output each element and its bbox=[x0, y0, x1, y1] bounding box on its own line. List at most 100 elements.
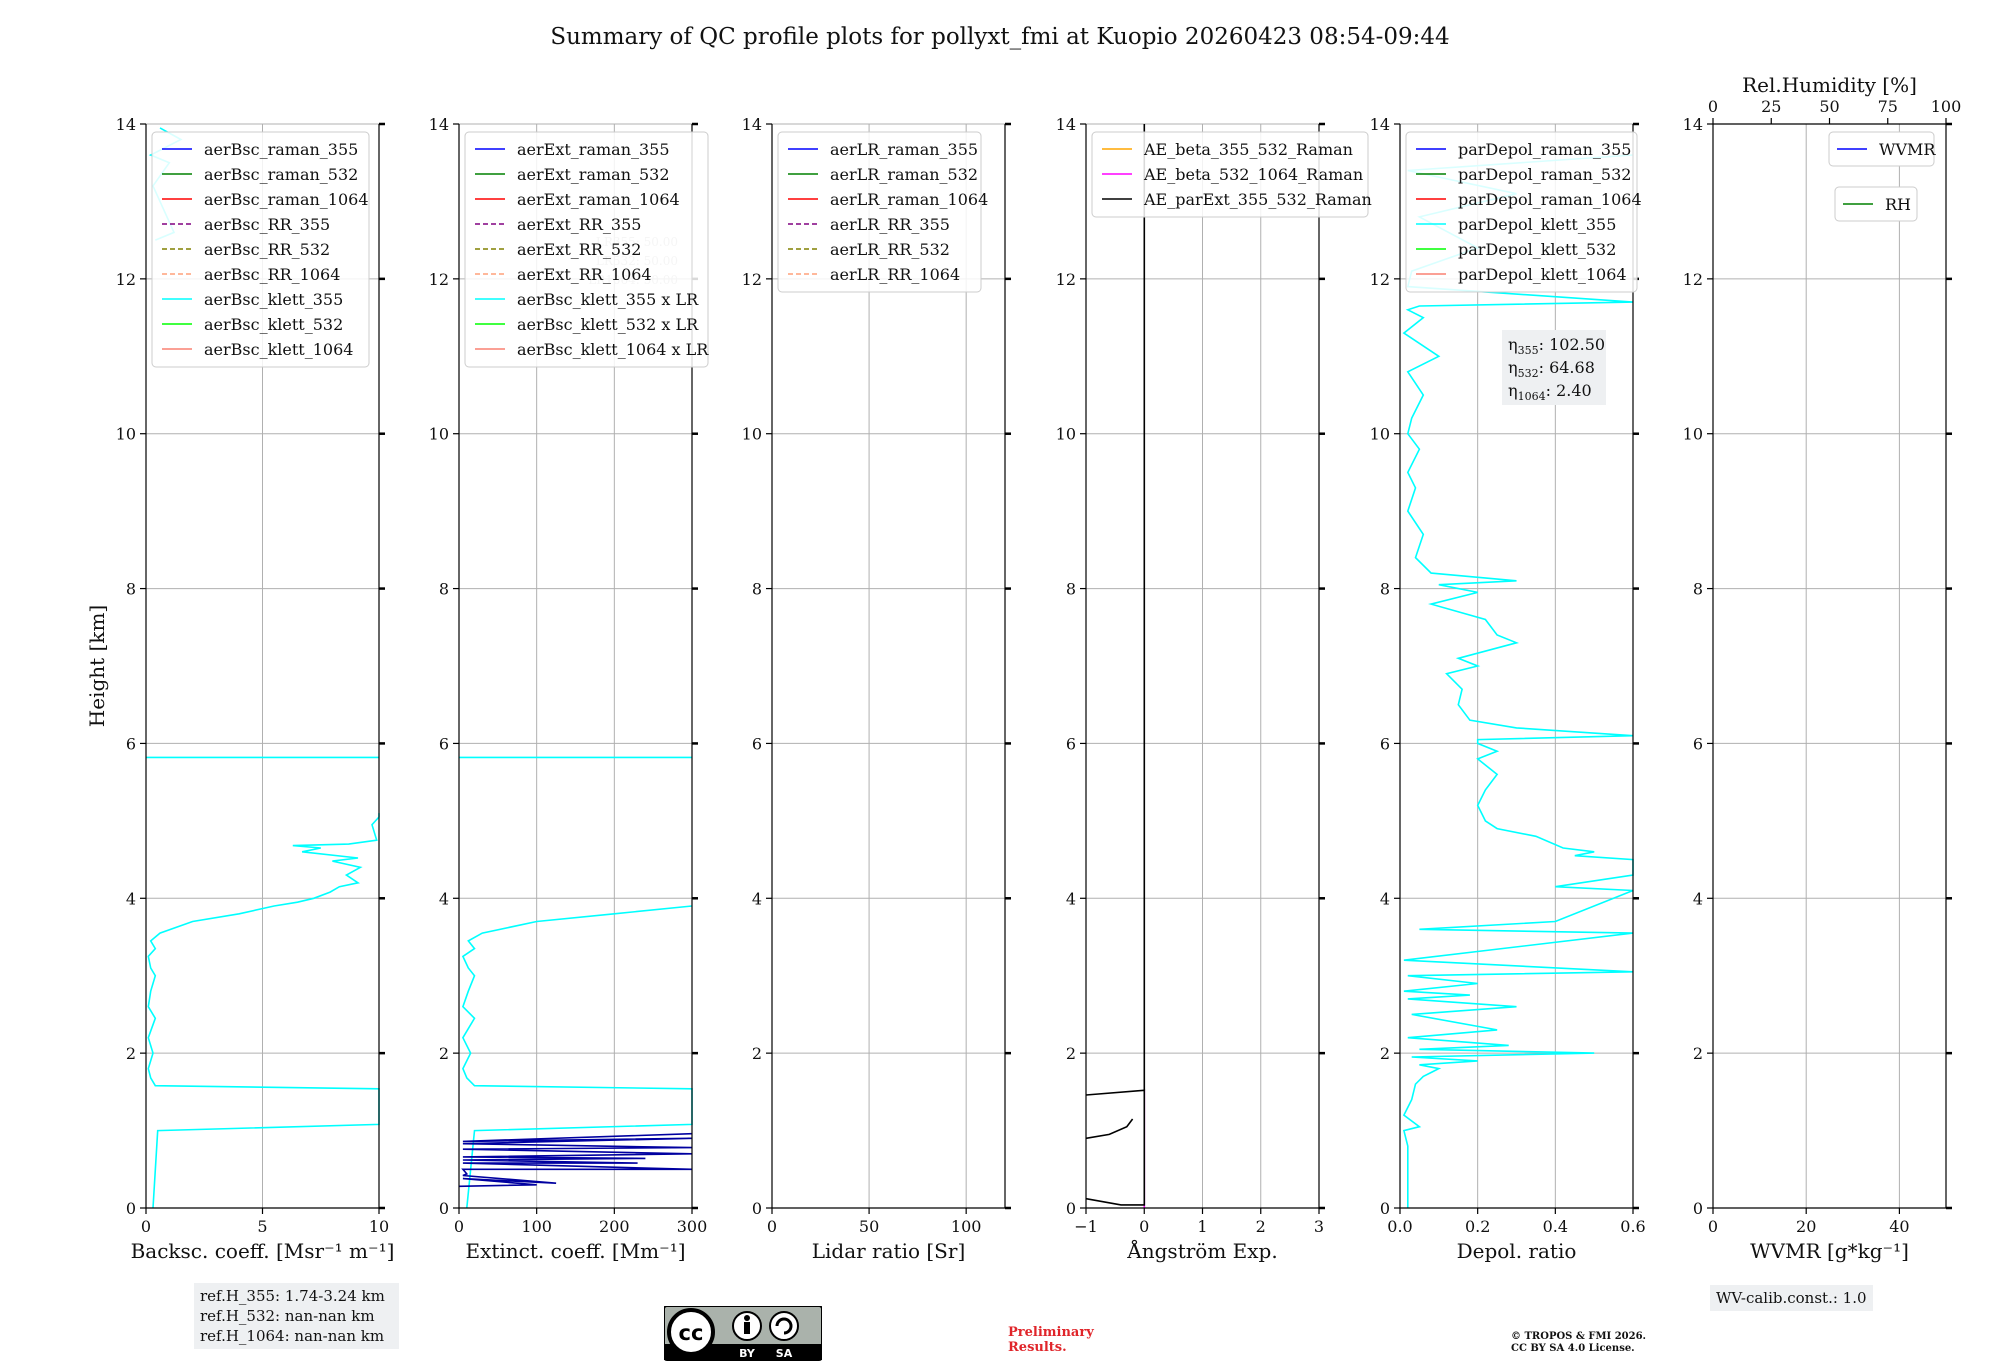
y-tick-label: 6 bbox=[439, 734, 449, 753]
x-tick-label: 10 bbox=[369, 1217, 389, 1236]
legend-entry: parDepol_klett_532 bbox=[1458, 240, 1616, 259]
legend-entry: aerExt_RR_532 bbox=[517, 240, 641, 259]
y-tick-label: 6 bbox=[1066, 734, 1076, 753]
panel-depol: 0 2 4 6 8 10 12 14 0.0 0.2 0.4 0.6 Depol. ratio parDe… bbox=[1370, 115, 1646, 1263]
legend-frame bbox=[1834, 186, 1918, 222]
wv-calibration-box: WV-calib.const.: 1.0 bbox=[1710, 1285, 1873, 1311]
x-tick-label: 20 bbox=[1796, 1217, 1816, 1236]
y-tick-label: 4 bbox=[1693, 889, 1703, 908]
y-tick-label: 0 bbox=[1693, 1199, 1703, 1218]
legend-entry: parDepol_klett_1064 bbox=[1458, 265, 1627, 284]
x-tick-label: 100 bbox=[951, 1217, 982, 1236]
legend-entry: parDepol_klett_355 bbox=[1458, 215, 1616, 234]
y-tick-label: 14 bbox=[1056, 115, 1076, 134]
y-tick-label: 0 bbox=[126, 1199, 136, 1218]
y-tick-label: 6 bbox=[1693, 734, 1703, 753]
legend-entry: aerBsc_klett_532 bbox=[204, 315, 343, 334]
preliminary-results-note: Preliminary Results. bbox=[1008, 1325, 1094, 1355]
top-x-tick-label: 0 bbox=[1708, 97, 1718, 116]
legend-entry: aerBsc_klett_355 bbox=[204, 290, 343, 309]
legend-entry: aerExt_RR_355 bbox=[517, 215, 641, 234]
x-tick-label: 2 bbox=[1256, 1217, 1266, 1236]
series-group bbox=[459, 756, 693, 1208]
ref-height-532: ref.H_532: nan-nan km bbox=[200, 1307, 375, 1325]
legend-entry: aerLR_RR_355 bbox=[830, 215, 950, 234]
cc-sa-label: SA bbox=[776, 1347, 793, 1360]
y-tick-label: 10 bbox=[1683, 425, 1703, 444]
series-group bbox=[1402, 154, 1634, 1208]
legend-entry: aerLR_RR_532 bbox=[830, 240, 950, 259]
svg-text:cc: cc bbox=[679, 1321, 704, 1345]
y-tick-label: 10 bbox=[429, 425, 449, 444]
y-tick-label: 12 bbox=[1056, 270, 1076, 289]
x-tick-label: −1 bbox=[1074, 1217, 1098, 1236]
legend-frame bbox=[1091, 131, 1369, 218]
y-tick-label: 12 bbox=[429, 270, 449, 289]
prelim-line-2: Results. bbox=[1008, 1340, 1067, 1355]
x-tick-label: 0.0 bbox=[1387, 1217, 1412, 1236]
legend-frame bbox=[151, 131, 370, 368]
legend: aerBsc_raman_355 aerBsc_raman_532 aerBsc_r… bbox=[151, 131, 370, 368]
y-tick-label: 0 bbox=[1066, 1199, 1076, 1218]
series-pardepol-klett-355 bbox=[1402, 154, 1634, 1208]
legend-entry: aerBsc_raman_1064 bbox=[204, 190, 369, 209]
legend-entry: aerExt_raman_355 bbox=[517, 140, 670, 159]
x-tick-label: 0 bbox=[141, 1217, 151, 1236]
legend-entry: aerLR_RR_1064 bbox=[830, 265, 960, 284]
y-tick-label: 2 bbox=[752, 1044, 762, 1063]
y-tick-label: 12 bbox=[1683, 270, 1703, 289]
legend-entry: RH bbox=[1885, 195, 1911, 214]
y-tick-label: 4 bbox=[1066, 889, 1076, 908]
x-tick-label: 0 bbox=[454, 1217, 464, 1236]
legend-entry: AE_beta_355_532_Raman bbox=[1143, 140, 1353, 159]
legend-entry: aerBsc_RR_532 bbox=[204, 240, 330, 259]
y-tick-label: 6 bbox=[126, 734, 136, 753]
legend-frame bbox=[1828, 131, 1935, 167]
eta-frame bbox=[1502, 330, 1606, 405]
y-tick-label: 10 bbox=[1056, 425, 1076, 444]
x-axis-label: Extinct. coeff. [Mm⁻¹] bbox=[465, 1239, 685, 1263]
top-x-tick-label: 75 bbox=[1878, 97, 1898, 116]
legend-rh: RH bbox=[1834, 186, 1918, 222]
legend: AE_beta_355_532_Raman AE_beta_532_1064_Ra… bbox=[1091, 131, 1372, 218]
y-tick-label: 0 bbox=[1380, 1199, 1390, 1218]
x-tick-label: 0.6 bbox=[1620, 1217, 1645, 1236]
x-tick-label: 0 bbox=[1708, 1217, 1718, 1236]
y-tick-label: 14 bbox=[429, 115, 449, 134]
x-tick-label: 5 bbox=[257, 1217, 267, 1236]
x-tick-label: 50 bbox=[859, 1217, 879, 1236]
eta-value: η1064: 2.40 bbox=[1508, 381, 1592, 403]
legend: aerLR_raman_355 aerLR_raman_532 aerLR_rama… bbox=[777, 131, 988, 293]
y-tick-label: 2 bbox=[126, 1044, 136, 1063]
panels-group: 0 2 4 6 8 10 12 14 0 5 10 Backsc. coeff. [Msr⁻¹ m⁻¹… bbox=[85, 73, 1961, 1263]
x-axis-label: Backsc. coeff. [Msr⁻¹ m⁻¹] bbox=[131, 1239, 395, 1263]
y-tick-label: 12 bbox=[116, 270, 136, 289]
series-ae-parext-355-532-raman bbox=[1086, 1089, 1146, 1206]
legend-entry: parDepol_raman_532 bbox=[1458, 165, 1631, 184]
legend: parDepol_raman_355 parDepol_raman_532 parD… bbox=[1405, 131, 1642, 293]
series-ae-parext-355-532-raman-mid bbox=[1086, 1118, 1134, 1140]
eta-value: η532: 64.68 bbox=[1508, 358, 1595, 380]
y-tick-label: 2 bbox=[1066, 1044, 1076, 1063]
panel-ext: 0 2 4 6 8 10 12 14 0 100 200 300 Extinct. coeff. [Mm… bbox=[429, 115, 710, 1263]
y-tick-label: 8 bbox=[1693, 580, 1703, 599]
legend-entry: aerLR_raman_1064 bbox=[830, 190, 988, 209]
series-aerbsc-klett-355-x-lr bbox=[461, 905, 693, 1208]
y-tick-label: 2 bbox=[439, 1044, 449, 1063]
y-tick-label: 14 bbox=[1370, 115, 1390, 134]
legend-entry: aerBsc_raman_355 bbox=[204, 140, 358, 159]
legend-entry: parDepol_raman_1064 bbox=[1458, 190, 1642, 209]
x-axis-label: WVMR [g*kg⁻¹] bbox=[1750, 1239, 1909, 1263]
legend-entry: aerBsc_klett_532 x LR bbox=[517, 315, 699, 334]
x-tick-label: 3 bbox=[1314, 1217, 1324, 1236]
y-tick-label: 10 bbox=[742, 425, 762, 444]
legend-entry: aerBsc_RR_1064 bbox=[204, 265, 340, 284]
y-tick-label: 14 bbox=[116, 115, 136, 134]
y-tick-label: 14 bbox=[742, 115, 762, 134]
wv-calib-const: WV-calib.const.: 1.0 bbox=[1716, 1289, 1867, 1307]
legend-entry: aerBsc_RR_355 bbox=[204, 215, 330, 234]
y-tick-label: 12 bbox=[1370, 270, 1390, 289]
top-axis-label: Rel.Humidity [%] bbox=[1742, 73, 1917, 97]
figure-title: Summary of QC profile plots for pollyxt_… bbox=[550, 24, 1449, 50]
